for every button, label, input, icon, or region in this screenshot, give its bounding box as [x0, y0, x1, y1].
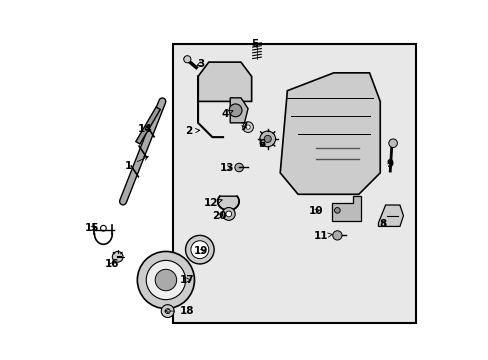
Polygon shape	[378, 205, 403, 226]
Text: 16: 16	[105, 259, 120, 269]
Circle shape	[234, 163, 243, 172]
Polygon shape	[230, 98, 247, 123]
Text: 19: 19	[193, 247, 208, 256]
Polygon shape	[280, 73, 380, 194]
Polygon shape	[198, 62, 251, 102]
Circle shape	[165, 309, 170, 314]
Polygon shape	[217, 196, 239, 210]
Circle shape	[264, 135, 271, 143]
Circle shape	[183, 56, 190, 63]
Circle shape	[112, 251, 123, 262]
Circle shape	[245, 125, 250, 129]
Text: 2: 2	[185, 126, 199, 136]
Text: 11: 11	[313, 231, 331, 241]
Text: 17: 17	[180, 275, 194, 285]
Text: 12: 12	[203, 198, 222, 208]
Circle shape	[242, 122, 253, 132]
Circle shape	[137, 251, 194, 309]
Circle shape	[222, 207, 235, 220]
Circle shape	[155, 269, 176, 291]
Text: 20: 20	[212, 211, 226, 221]
Text: 4: 4	[222, 109, 232, 119]
Circle shape	[190, 241, 208, 258]
Bar	[173, 44, 415, 323]
Text: 13: 13	[219, 163, 233, 173]
Circle shape	[388, 139, 397, 148]
Circle shape	[161, 305, 174, 318]
Text: 10: 10	[308, 206, 323, 216]
Circle shape	[185, 235, 214, 264]
Circle shape	[259, 131, 275, 147]
Text: 3: 3	[197, 59, 204, 69]
Circle shape	[146, 260, 185, 300]
Circle shape	[229, 104, 242, 117]
Text: 1: 1	[124, 156, 148, 171]
Circle shape	[332, 231, 341, 240]
Text: 8: 8	[378, 219, 386, 229]
Circle shape	[225, 211, 231, 217]
Polygon shape	[331, 196, 360, 221]
Circle shape	[334, 207, 340, 213]
Text: 6: 6	[258, 139, 264, 149]
Text: 9: 9	[386, 159, 393, 169]
Text: 5: 5	[251, 39, 258, 49]
Text: 18: 18	[164, 306, 194, 316]
Text: 14: 14	[138, 124, 152, 134]
Text: 7: 7	[240, 122, 247, 132]
Text: 15: 15	[84, 223, 99, 233]
